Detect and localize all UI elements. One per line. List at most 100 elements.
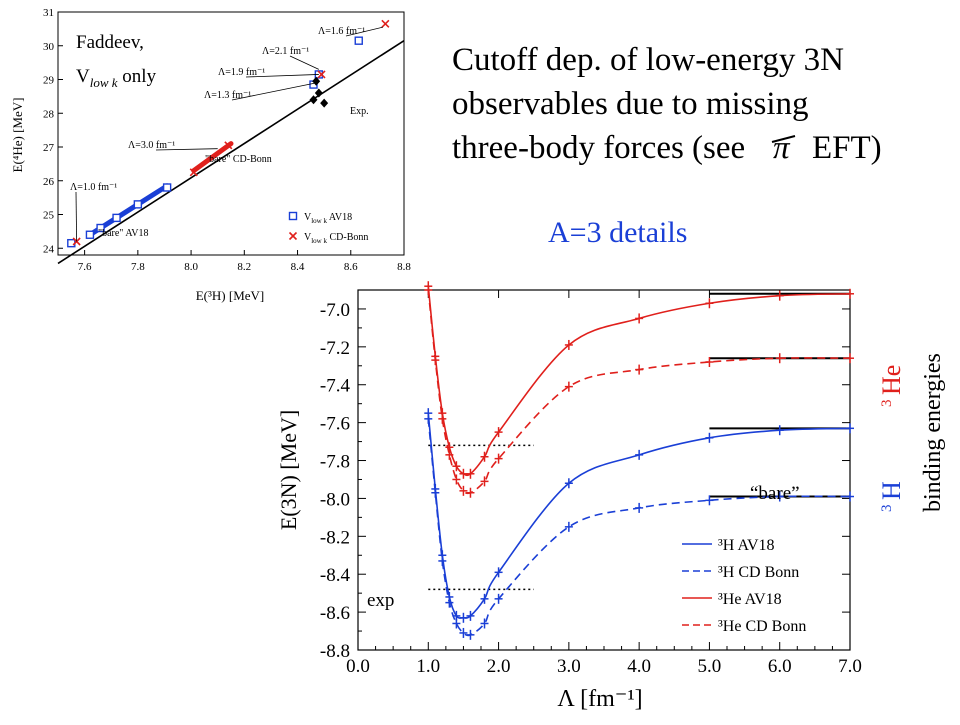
main-ytick-label: -7.0 [320,300,350,321]
inset-xtick-label: 7.6 [78,261,92,273]
inset-annotation: Λ=1.6 fm⁻¹ [318,26,365,37]
inset-annotation-arrow [155,148,218,151]
inset-ytick-label: 27 [43,142,55,154]
inset-ytick-label: 31 [43,7,54,19]
inset-annotations: Λ=1.6 fm⁻¹ Λ=2.1 fm⁻¹ Λ=1.9 fm⁻¹ Λ=1.3 fm⁻¹… [70,26,383,242]
label-h3-mass: 3 [879,505,895,513]
inset-xlabel: E(³H) [MeV] [196,288,265,303]
title-line-3-end: EFT) [812,130,882,166]
inset-point-square [162,183,172,192]
label-he3-mass: 3 [879,400,895,408]
inset-axis-ticks: 7.6 7.8 8.0 8.2 8.4 8.6 8.8 24 25 26 27 28 29 30 31 [43,7,411,273]
main-series [424,281,854,640]
inset-point-x [189,168,198,177]
inset-point-diamond [314,88,323,98]
inset-legend-label: Vlow k AV18 [304,212,352,225]
inset-point-square [112,213,121,223]
inset-title-only: only [118,66,157,87]
inset-title-sub: low k [90,75,118,90]
inset-ylabel: E(⁴He) [MeV] [10,98,25,173]
main-reference-lines [709,292,850,498]
pi-slash [771,135,796,143]
inset-xtick-label: 8.2 [237,261,251,273]
main-ytick-label: -7.6 [320,414,350,435]
main-xtick-label: 7.0 [838,656,862,677]
label-binding-text: binding energies [920,353,946,512]
inset-point-x-b [224,141,233,150]
pi-symbol: π [773,130,791,166]
title-line-1: Cutoff dep. of low-energy 3N [452,42,844,78]
inset-annotation-arrow [245,74,319,78]
inset-annotation: Λ=2.1 fm⁻¹ [262,46,309,57]
main-ytick-label: -7.2 [320,338,350,359]
inset-ylabel-wrap: E(⁴He) [MeV] [10,98,25,173]
inset-xtick-label: 8.4 [291,261,305,273]
label-binding-energies: binding energies [920,353,946,512]
inset-fit-line [57,40,405,265]
inset-xtick-label: 8.8 [397,261,411,273]
inset-ytick-label: 26 [43,176,55,188]
inset-annotation: Λ=3.0 fm⁻¹ [128,140,175,151]
inset-chart: 7.6 7.8 8.0 8.2 8.4 8.6 8.8 24 25 26 27 28 29 30 31 Λ=… [10,7,411,303]
main-ytick-label: -8.2 [320,527,350,548]
main-ytick-label: -7.4 [320,376,351,397]
inset-legend-marker [288,231,298,241]
inset-annotation: Λ=1.0 fm⁻¹ [70,182,117,193]
label-h3: H 3 [877,481,906,512]
inset-annotation: "bare" CD-Bonn [205,154,272,165]
main-xtick-label: 5.0 [698,656,722,677]
main-ylabel-wrap: E(3N) [MeV] [276,410,301,530]
label-he3-text: He [877,365,906,395]
inset-point-square [133,200,143,209]
inset-annotation: Λ=1.9 fm⁻¹ [218,67,265,78]
inset-point-square [354,36,363,45]
inset-ytick-label: 29 [43,75,55,87]
subtitle-a3-details: A=3 details [548,216,687,249]
inset-legend-label: Vlow k CD-Bonn [304,232,368,245]
main-xtick-label: 4.0 [627,656,651,677]
label-he3: He 3 [877,365,906,407]
inset-annotation: Λ=1.3 fm⁻¹ [204,90,251,101]
inset-title-line-1: Faddeev, [76,32,144,53]
inset-annotation-arrow [289,55,319,70]
inset-annotation-arrow [75,191,78,242]
inset-xtick-label: 7.8 [131,261,145,273]
inset-diagonal-line [57,40,405,265]
inset-title: Faddeev, Vlow k only [76,32,157,90]
main-xlabel: Λ [fm⁻¹] [557,686,642,712]
inset-ytick-label: 30 [43,41,55,53]
inset-title-v-letter: V [76,66,90,87]
main-legend-label: ³H CD Bonn [718,564,799,581]
main-chart: 0.0 1.0 2.0 3.0 4.0 5.0 6.0 7.0 -8.8 -8.6 -8.4 -8.2… [276,281,862,712]
main-series-line [427,413,851,619]
main-legend-label: ³H AV18 [718,537,775,554]
main-ytick-label: -8.8 [320,641,350,662]
main-ytick-label: -8.6 [320,603,350,624]
inset-point-x-b [189,168,198,177]
inset-point-square [67,238,76,248]
main-xtick-label: 2.0 [487,656,511,677]
main-legend-label: ³He AV18 [718,591,782,608]
inset-legend-marker [288,211,298,221]
inset-ytick-label: 24 [43,243,55,255]
inset-ytick-label: 28 [43,108,55,120]
inset-title-v: Vlow k only [76,66,157,90]
inset-point-x [317,70,326,79]
main-ytick-label: -8.4 [320,565,351,586]
inset-point-x-b [317,70,326,79]
main-ytick-label: -7.8 [320,452,350,473]
inset-legend: Vlow k AV18 Vlow k CD-Bonn [288,211,368,245]
inset-ytick-label: 25 [43,210,55,222]
inset-annotation: "bare" AV18 [98,228,148,239]
inset-point-diamond [320,98,329,108]
inset-annotation-arrow [231,82,317,101]
main-xtick-label: 3.0 [557,656,581,677]
main-ytick-label: -8.0 [320,489,350,510]
inset-point-square [96,223,105,233]
inset-xtick-label: 8.0 [184,261,198,273]
main-xtick-label: 6.0 [768,656,792,677]
main-series-line [427,289,851,495]
exp-label: exp [367,590,394,611]
main-ylabel: E(3N) [MeV] [276,410,301,530]
